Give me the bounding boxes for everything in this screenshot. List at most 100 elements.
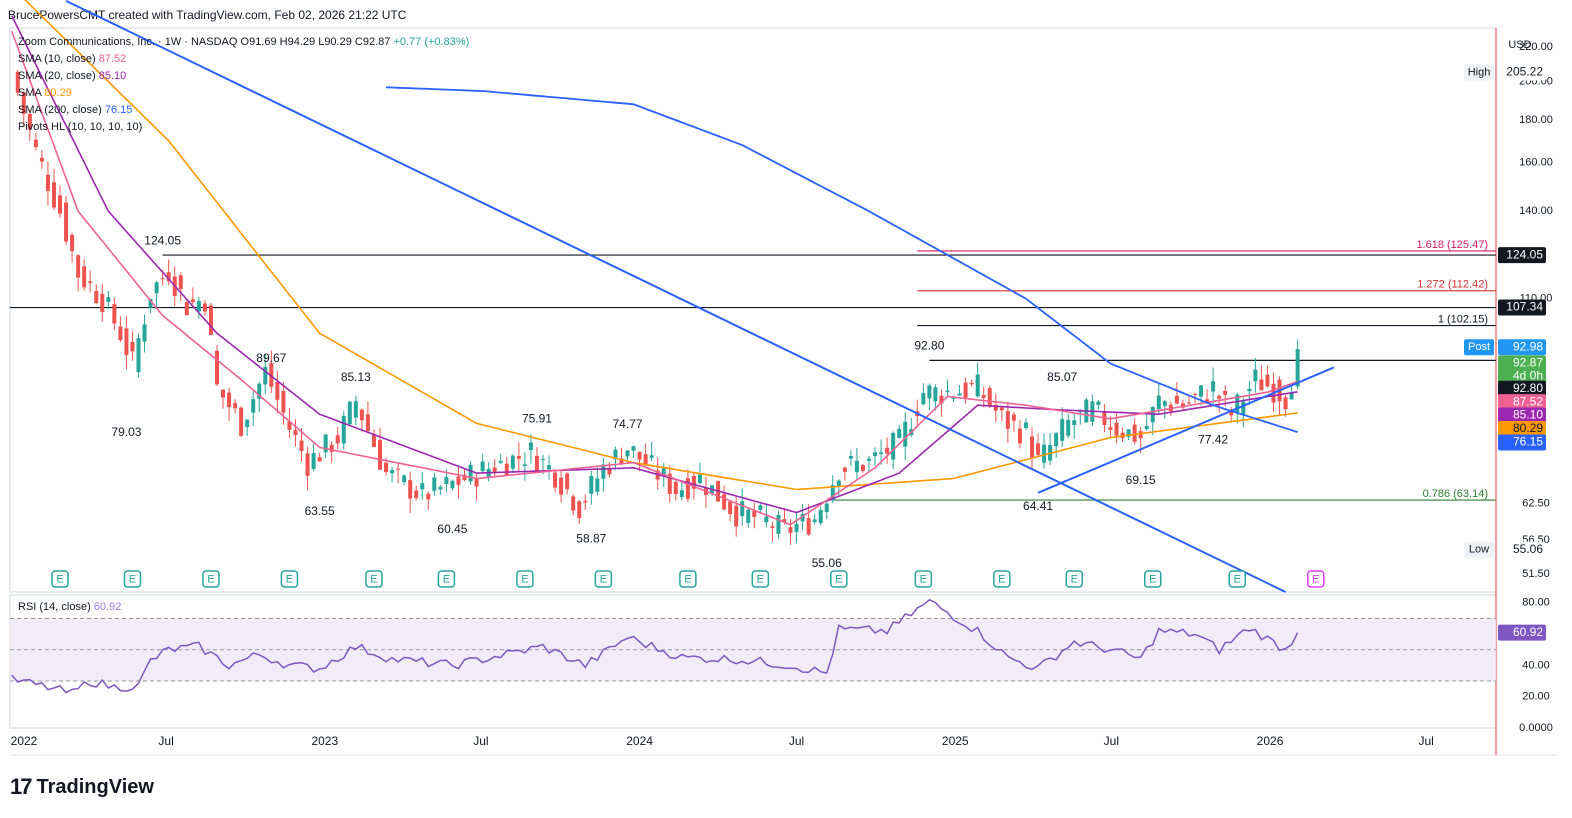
earnings-marker[interactable] bbox=[51, 570, 69, 588]
candle-body bbox=[221, 389, 226, 398]
earnings-marker[interactable] bbox=[914, 570, 933, 588]
earnings-marker[interactable] bbox=[437, 570, 456, 588]
candle-body bbox=[661, 468, 666, 476]
earnings-marker[interactable] bbox=[123, 570, 142, 588]
earnings-marker[interactable] bbox=[993, 570, 1011, 588]
candle-body bbox=[480, 461, 485, 472]
candle-body bbox=[359, 409, 364, 421]
candle-body bbox=[51, 182, 56, 208]
candle-body bbox=[613, 449, 618, 460]
pivot-label: 77.42 bbox=[1198, 432, 1228, 446]
earnings-marker-letter: E bbox=[370, 573, 377, 585]
candle-body bbox=[571, 496, 576, 511]
candle-body bbox=[637, 451, 642, 460]
candle-body bbox=[619, 458, 624, 465]
earnings-marker[interactable] bbox=[679, 570, 697, 588]
candle-body bbox=[414, 490, 419, 499]
candle-body bbox=[794, 524, 799, 533]
price-scale-tag bbox=[1498, 247, 1546, 264]
tradingview-logo[interactable]: 17 TradingView bbox=[10, 774, 154, 800]
candle-body bbox=[987, 388, 992, 406]
candle-body bbox=[673, 481, 678, 495]
price-scale-tag bbox=[1498, 420, 1546, 437]
earnings-marker-letter: E bbox=[1071, 573, 1078, 585]
indicator-row[interactable]: Pivots HL (10, 10, 10, 10) bbox=[18, 119, 469, 136]
candle-body bbox=[667, 473, 672, 494]
level-label: 1.272 (112.42) bbox=[1417, 279, 1488, 291]
indicator-row[interactable]: SMA (200, close) 76.15 bbox=[18, 102, 469, 119]
earnings-marker[interactable] bbox=[1228, 570, 1247, 588]
chart-credit: BrucePowersCMT created with TradingView.… bbox=[8, 8, 407, 22]
candle-body bbox=[275, 381, 280, 400]
earnings-marker-letter: E bbox=[1234, 573, 1241, 585]
candle-body bbox=[384, 462, 389, 473]
indicator-value: 80.29 bbox=[44, 87, 72, 99]
price-scale-value: 85.10 bbox=[1513, 408, 1543, 422]
ohlc-l: L90.29 bbox=[315, 36, 352, 48]
indicator-label: SMA (20, close) bbox=[18, 70, 99, 82]
candle-body bbox=[1223, 390, 1228, 395]
candle-body bbox=[1017, 428, 1022, 444]
earnings-marker[interactable] bbox=[516, 570, 534, 588]
indicator-row[interactable]: SMA 80.29 bbox=[18, 85, 469, 102]
candle-body bbox=[824, 503, 829, 512]
candle-body bbox=[891, 432, 896, 460]
earnings-marker[interactable] bbox=[1306, 570, 1325, 588]
candle-body bbox=[27, 113, 32, 130]
earnings-marker[interactable] bbox=[1143, 570, 1162, 588]
candle-body bbox=[595, 478, 600, 492]
earnings-marker[interactable] bbox=[1065, 570, 1084, 588]
earnings-marker-letter: E bbox=[56, 573, 63, 585]
candle-body bbox=[679, 490, 684, 498]
candle-body bbox=[474, 478, 479, 487]
earnings-marker[interactable] bbox=[280, 570, 299, 588]
price-scale-tag bbox=[1498, 368, 1546, 385]
candle-body bbox=[722, 494, 727, 510]
candle-body bbox=[1241, 401, 1246, 415]
tradingview-logo-text: TradingView bbox=[36, 775, 154, 798]
candle-body bbox=[921, 393, 926, 405]
candle-body bbox=[559, 477, 564, 495]
candle-body bbox=[239, 407, 244, 436]
candle-body bbox=[963, 382, 968, 398]
earnings-marker-letter: E bbox=[129, 573, 136, 585]
candle-body bbox=[510, 455, 515, 469]
candle-body bbox=[1138, 431, 1143, 439]
y-tick-label: 51.50 bbox=[1522, 568, 1550, 580]
earnings-marker[interactable] bbox=[202, 570, 220, 588]
price-scale-value: 124.05 bbox=[1506, 247, 1543, 261]
candle-body bbox=[1114, 422, 1119, 436]
candle-body bbox=[933, 387, 938, 402]
candle-body bbox=[184, 302, 189, 316]
candle-body bbox=[758, 505, 763, 510]
candle-body bbox=[227, 392, 232, 408]
candle-body bbox=[82, 266, 87, 288]
candle-body bbox=[728, 501, 733, 515]
indicator-label: SMA bbox=[18, 87, 45, 99]
currency-label: USD bbox=[1508, 39, 1531, 51]
candle-body bbox=[323, 434, 328, 453]
indicator-label: SMA (200, close) bbox=[18, 104, 105, 116]
rsi-label: RSI (14, close) bbox=[18, 601, 91, 613]
candle-body bbox=[1180, 403, 1185, 408]
indicator-row[interactable]: SMA (20, close) 85.10 bbox=[18, 68, 469, 85]
ohlc-h: H94.29 bbox=[276, 36, 316, 48]
candle-body bbox=[945, 390, 950, 392]
earnings-marker-letter: E bbox=[207, 573, 214, 585]
candle-body bbox=[1156, 395, 1161, 410]
candle-body bbox=[468, 464, 473, 482]
price-scale-value: 107.34 bbox=[1506, 300, 1543, 314]
rsi-legend[interactable]: RSI (14, close) 60.92 bbox=[18, 601, 121, 613]
earnings-marker[interactable] bbox=[594, 570, 613, 588]
symbol-row[interactable]: Zoom Communications, Inc. · 1W · NASDAQ … bbox=[18, 34, 469, 51]
earnings-marker[interactable] bbox=[751, 570, 770, 588]
price-scale-badge-text: High bbox=[1468, 66, 1491, 78]
candle-body bbox=[456, 476, 461, 485]
earnings-marker[interactable] bbox=[365, 570, 383, 588]
earnings-marker[interactable] bbox=[830, 570, 848, 588]
candle-body bbox=[1005, 411, 1010, 429]
indicator-row[interactable]: SMA (10, close) 87.52 bbox=[18, 51, 469, 68]
candle-body bbox=[885, 447, 890, 454]
candle-body bbox=[734, 505, 739, 527]
